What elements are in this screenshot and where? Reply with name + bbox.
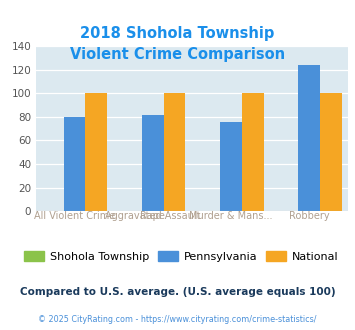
Bar [320,93,342,211]
Bar [242,93,263,211]
Bar [64,117,86,211]
Text: Compared to U.S. average. (U.S. average equals 100): Compared to U.S. average. (U.S. average … [20,287,335,297]
Bar [142,115,164,211]
Text: All Violent Crime: All Violent Crime [34,211,115,221]
Text: Robbery: Robbery [289,211,329,221]
Bar [298,65,320,211]
Bar [86,93,107,211]
Text: Rape: Rape [140,211,165,221]
Bar [164,93,185,211]
Text: Aggravated Assault: Aggravated Assault [105,212,201,221]
Text: Murder & Mans...: Murder & Mans... [189,211,273,221]
Legend: Shohola Township, Pennsylvania, National: Shohola Township, Pennsylvania, National [20,247,343,267]
Bar [220,122,242,211]
Text: © 2025 CityRating.com - https://www.cityrating.com/crime-statistics/: © 2025 CityRating.com - https://www.city… [38,315,317,324]
Text: 2018 Shohola Township
Violent Crime Comparison: 2018 Shohola Township Violent Crime Comp… [70,26,285,62]
